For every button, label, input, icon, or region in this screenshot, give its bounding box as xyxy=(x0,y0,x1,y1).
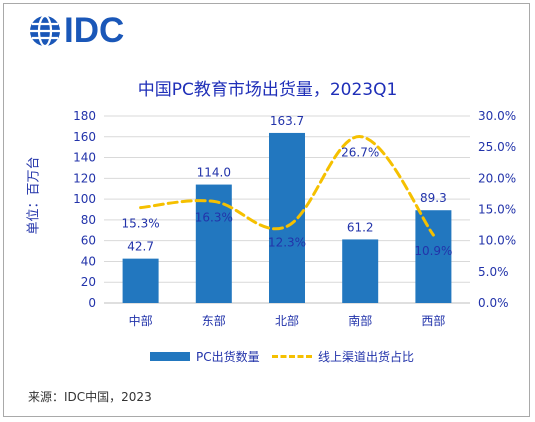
y2-tick-label: 25.0% xyxy=(478,140,516,154)
legend-item-line: 线上渠道出货占比 xyxy=(272,348,414,365)
y-tick-label: 60 xyxy=(81,234,96,248)
legend-swatch-bar xyxy=(150,352,190,361)
x-tick-label: 东部 xyxy=(202,313,226,328)
y2-tick-label: 5.0% xyxy=(478,265,509,279)
line-data-label: 16.3% xyxy=(195,210,233,224)
chart-frame xyxy=(3,3,530,417)
y-tick-label: 140 xyxy=(73,151,96,165)
legend-swatch-line xyxy=(272,355,312,358)
y-tick-label: 120 xyxy=(73,171,96,185)
bar-data-label: 42.7 xyxy=(127,240,154,254)
y-tick-label: 100 xyxy=(73,192,96,206)
bar xyxy=(342,239,379,303)
legend-item-bar: PC出货数量 xyxy=(150,348,260,365)
bar xyxy=(415,210,452,303)
x-tick-label: 南部 xyxy=(348,313,372,328)
bar xyxy=(122,258,159,303)
legend: PC出货数量 线上渠道出货占比 xyxy=(0,348,535,366)
y2-tick-label: 30.0% xyxy=(478,109,516,123)
x-tick-label: 中部 xyxy=(129,313,153,328)
y2-tick-label: 15.0% xyxy=(478,203,516,217)
line-data-label: 10.9% xyxy=(414,244,452,258)
y-tick-label: 180 xyxy=(73,109,96,123)
x-tick-label: 西部 xyxy=(421,313,445,328)
line-data-label: 15.3% xyxy=(122,217,160,231)
y-tick-label: 80 xyxy=(81,213,96,227)
bar-data-label: 61.2 xyxy=(347,220,374,234)
bar-data-label: 89.3 xyxy=(420,191,447,205)
line-series xyxy=(139,135,435,237)
x-tick-label: 北部 xyxy=(275,313,299,328)
y-tick-label: 20 xyxy=(81,275,96,289)
y-tick-label: 40 xyxy=(81,254,96,268)
idc-globe-icon xyxy=(30,14,60,48)
bar-data-label: 163.7 xyxy=(270,114,304,128)
y2-tick-label: 20.0% xyxy=(478,171,516,185)
y2-tick-label: 0.0% xyxy=(478,296,509,310)
legend-label-bar: PC出货数量 xyxy=(196,350,260,364)
legend-label-line: 线上渠道出货占比 xyxy=(318,350,415,364)
y2-tick-label: 10.0% xyxy=(478,234,516,248)
y-tick-label: 160 xyxy=(73,130,96,144)
bar-data-label: 114.0 xyxy=(197,166,231,180)
idc-logo: IDC xyxy=(64,11,125,50)
line-data-label: 26.7% xyxy=(341,146,379,160)
source-note: 来源：IDC中国，2023 xyxy=(28,390,152,404)
y-tick-label: 0 xyxy=(88,296,96,310)
chart-title: 中国PC教育市场出货量，2023Q1 xyxy=(137,80,398,100)
line-data-label: 12.3% xyxy=(268,235,306,249)
